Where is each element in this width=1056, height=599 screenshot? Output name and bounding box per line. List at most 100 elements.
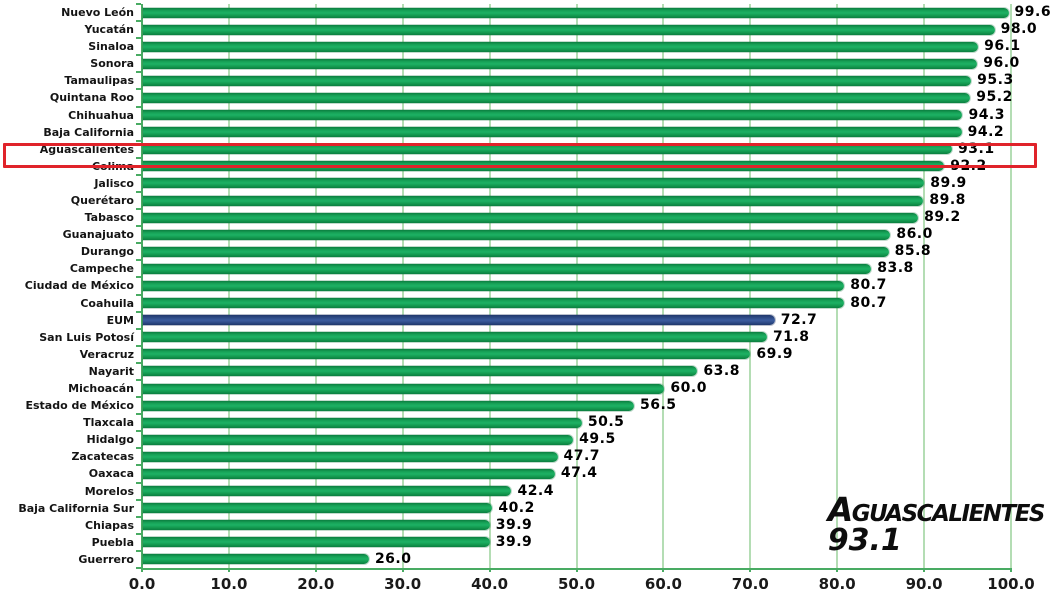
bar xyxy=(143,127,962,138)
bar-value-label: 71.8 xyxy=(772,328,810,345)
bar-value-label: 94.2 xyxy=(967,123,1005,140)
bar-value-label: 39.9 xyxy=(495,516,533,533)
bar-value-label: 42.4 xyxy=(517,482,554,499)
bar-value-label: 80.7 xyxy=(850,294,887,311)
bar-value-label: 85.8 xyxy=(894,243,932,260)
x-axis-tick xyxy=(141,568,143,572)
bar xyxy=(143,7,1009,18)
bar-value-label: 99.6 xyxy=(1014,4,1052,20)
bar xyxy=(143,178,925,189)
y-axis-tick xyxy=(136,71,141,74)
y-axis-tick xyxy=(136,430,141,433)
x-axis-tick xyxy=(488,568,491,572)
bar xyxy=(143,41,979,52)
y-axis-tick xyxy=(136,396,141,399)
x-axis-tick xyxy=(401,568,404,572)
y-axis-tick xyxy=(136,20,141,23)
bar xyxy=(143,195,924,206)
category-label: Baja California xyxy=(43,125,134,139)
y-axis-tick xyxy=(136,498,141,501)
y-axis-tick xyxy=(136,242,141,245)
bar xyxy=(143,383,665,394)
category-label: Aguascalientes xyxy=(39,142,134,156)
bar-value-label: 96.0 xyxy=(983,55,1020,72)
y-axis-tick xyxy=(136,481,141,484)
category-label: Chihuahua xyxy=(68,108,134,122)
bar-value-label: 56.5 xyxy=(639,397,677,414)
y-axis-tick xyxy=(136,88,141,91)
bar xyxy=(143,281,845,291)
y-axis-tick xyxy=(136,447,141,450)
x-tick-label: 90.0 xyxy=(905,575,943,593)
category-label: Guerrero xyxy=(78,552,134,566)
y-axis-tick xyxy=(136,276,141,279)
y-axis-tick xyxy=(136,293,141,296)
bar xyxy=(143,229,891,240)
bar-value-label: 26.0 xyxy=(374,550,412,567)
bar-value-label: 47.4 xyxy=(560,465,598,482)
x-tick-label: 10.0 xyxy=(210,575,248,593)
x-axis-tick xyxy=(836,568,839,572)
bar xyxy=(143,366,698,377)
category-label: Chiapas xyxy=(85,518,134,532)
y-axis-tick xyxy=(136,549,141,552)
category-label: EUM xyxy=(106,313,134,327)
bar-value-label: 60.0 xyxy=(670,380,707,396)
y-axis-tick xyxy=(136,344,141,347)
y-axis-tick xyxy=(136,173,141,176)
y-axis-tick xyxy=(136,191,141,193)
bar-value-label: 89.9 xyxy=(930,174,967,191)
bar xyxy=(143,417,582,428)
category-label: Colima xyxy=(91,159,134,173)
y-axis-tick xyxy=(136,122,141,125)
bar-value-label: 95.2 xyxy=(976,89,1013,106)
bar xyxy=(143,451,558,462)
y-axis-tick xyxy=(136,225,141,228)
category-label: Morelos xyxy=(84,484,134,498)
x-axis-tick xyxy=(923,568,926,572)
x-axis-line xyxy=(141,568,1012,570)
bar-value-label: 89.8 xyxy=(929,192,966,208)
x-tick-label: 50.0 xyxy=(557,575,596,593)
bar xyxy=(143,332,767,343)
category-label: Yucatán xyxy=(84,23,134,37)
bar-value-label: 63.8 xyxy=(703,362,740,379)
category-label: Querétaro xyxy=(70,194,134,207)
y-axis-tick xyxy=(136,310,141,313)
category-label: Sinaloa xyxy=(88,40,134,54)
x-tick-label: 70.0 xyxy=(731,575,769,593)
y-axis-tick xyxy=(136,156,141,159)
category-label: Nayarit xyxy=(88,364,134,378)
gridline xyxy=(923,4,926,568)
bar-value-label: 80.7 xyxy=(850,277,887,294)
y-axis-tick xyxy=(136,379,141,381)
y-axis-tick xyxy=(136,37,141,40)
category-label: Coahuila xyxy=(80,296,134,310)
category-label: Tlaxcala xyxy=(83,416,134,430)
highlight-annotation: Aguascalientes 93.1 xyxy=(827,489,1046,557)
category-label: Tabasco xyxy=(84,211,134,225)
y-axis-tick xyxy=(136,413,141,416)
bar-value-label: 83.8 xyxy=(877,260,914,277)
bar xyxy=(143,263,872,274)
annotation-state-name: Aguascalientes xyxy=(827,489,1046,529)
category-label: Campeche xyxy=(69,262,134,276)
bar xyxy=(143,434,574,445)
bar-value-label: 49.5 xyxy=(579,431,616,448)
bar-value-label: 98.0 xyxy=(1000,21,1038,38)
x-tick-label: 20.0 xyxy=(297,575,335,593)
x-tick-label: 0.0 xyxy=(128,575,156,593)
x-axis-tick xyxy=(575,568,578,572)
bar-eum xyxy=(143,315,775,326)
category-label: Hidalgo xyxy=(86,433,134,447)
bar xyxy=(143,298,845,309)
category-label: Ciudad de México xyxy=(24,279,134,293)
bar-value-label: 94.3 xyxy=(968,106,1005,123)
category-label: Estado de México xyxy=(25,399,134,413)
bar xyxy=(143,58,978,69)
y-axis-tick xyxy=(136,105,141,108)
category-label: Quintana Roo xyxy=(49,91,134,105)
bar-value-label: 95.3 xyxy=(977,72,1014,89)
bar xyxy=(143,469,555,479)
